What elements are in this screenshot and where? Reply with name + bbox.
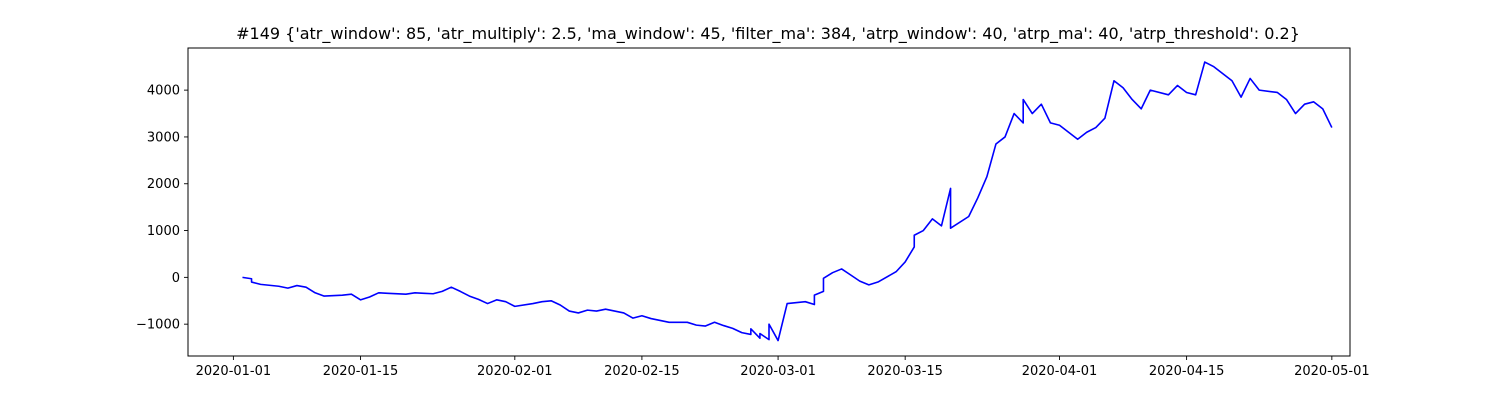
x-tick-label: 2020-01-15 bbox=[323, 364, 399, 379]
x-tick-label: 2020-04-15 bbox=[1149, 364, 1225, 379]
x-tick-label: 2020-03-01 bbox=[740, 364, 816, 379]
chart-title: #149 {'atr_window': 85, 'atr_multiply': … bbox=[236, 24, 1300, 44]
x-tick-label: 2020-02-01 bbox=[477, 364, 553, 379]
y-tick-label: 4000 bbox=[147, 84, 180, 99]
x-tick-label: 2020-05-01 bbox=[1294, 364, 1370, 379]
x-tick-label: 2020-03-15 bbox=[867, 364, 943, 379]
axes-frame bbox=[187, 47, 1351, 357]
x-tick-label: 2020-01-01 bbox=[196, 364, 272, 379]
y-tick-label: 3000 bbox=[147, 130, 180, 145]
y-tick-label: −1000 bbox=[136, 318, 180, 333]
x-tick-label: 2020-04-01 bbox=[1022, 364, 1098, 379]
y-tick-label: 0 bbox=[172, 271, 180, 286]
y-tick-label: 1000 bbox=[147, 224, 180, 239]
x-axis: 2020-01-01 2020-01-15 2020-02-01 2020-02-15… bbox=[196, 356, 1370, 379]
x-tick-label: 2020-02-15 bbox=[604, 364, 680, 379]
plot-area bbox=[242, 61, 1333, 342]
series-line-0 bbox=[242, 61, 1333, 342]
y-tick-label: 2000 bbox=[147, 177, 180, 192]
y-axis: −1000 0 1000 2000 3000 4000 bbox=[136, 84, 188, 333]
